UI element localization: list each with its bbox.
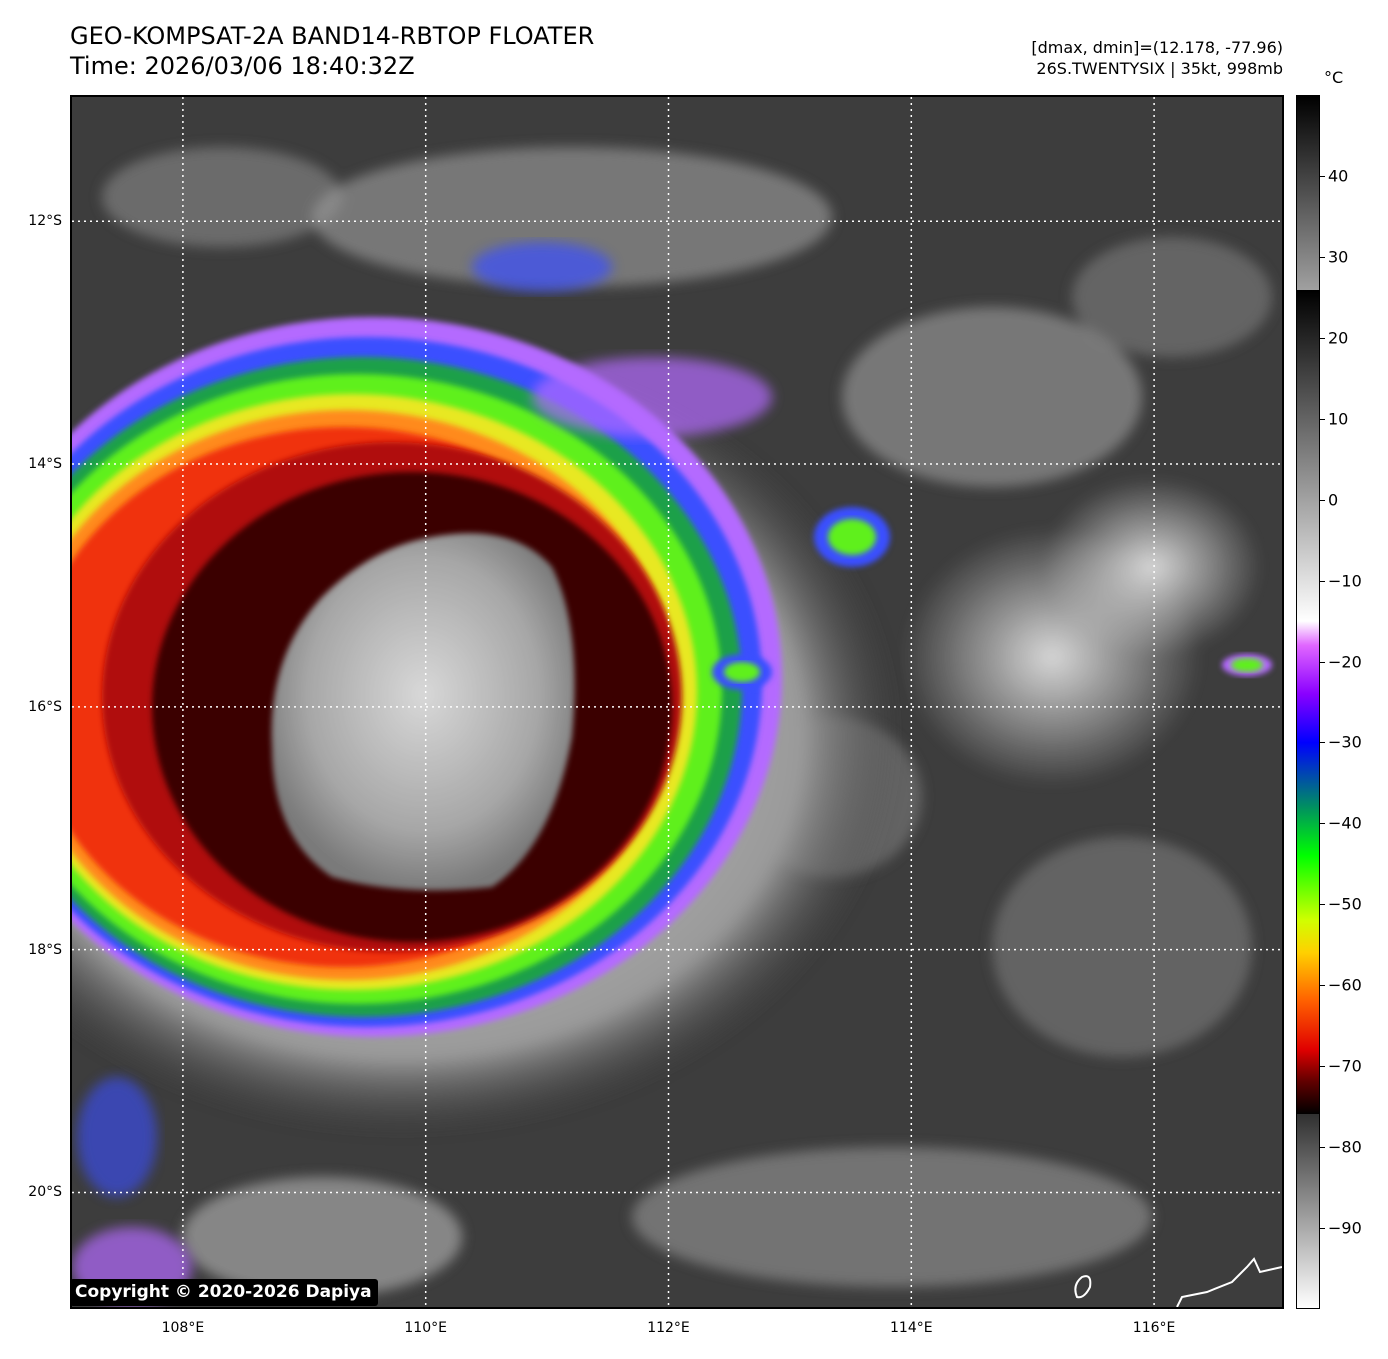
lon-label: 116°E (1132, 1320, 1176, 1336)
colorbar-tick (1320, 823, 1325, 825)
colorbar-tick-label: −90 (1328, 1218, 1362, 1238)
colorbar-unit: °C (1324, 68, 1344, 87)
colorbar-tick-label: −40 (1328, 813, 1362, 833)
lon-label: 112°E (647, 1320, 690, 1336)
colorbar-tick-label: −60 (1328, 975, 1362, 995)
colorbar-tick (1320, 661, 1325, 663)
satellite-map (70, 95, 1284, 1309)
colorbar-tick-label: 10 (1328, 409, 1349, 429)
colorbar-tick (1320, 580, 1325, 582)
colorbar-tick (1320, 985, 1325, 987)
chart-time: Time: 2026/03/06 18:40:32Z (70, 52, 415, 80)
colorbar-tick-label: −50 (1328, 894, 1362, 914)
colorbar-tick-label: −10 (1328, 571, 1362, 591)
colorbar-tick-label: 30 (1328, 247, 1349, 267)
colorbar-tick-label: 0 (1328, 490, 1339, 510)
lon-label: 114°E (890, 1320, 933, 1336)
colorbar-tick (1320, 256, 1325, 258)
lon-label: 110°E (404, 1320, 447, 1336)
colorbar-tick (1320, 418, 1325, 420)
storm-info: 26S.TWENTYSIX | 35kt, 998mb (1036, 59, 1283, 78)
colorbar-tick-label: −80 (1328, 1137, 1362, 1157)
colorbar-tick (1320, 904, 1325, 906)
convective-cells (72, 242, 1272, 1307)
colorbar-tick-label: −70 (1328, 1056, 1362, 1076)
chart-title: GEO-KOMPSAT-2A BAND14-RBTOP FLOATER (70, 22, 595, 50)
coastline (1176, 1257, 1282, 1307)
colorbar-tick (1320, 1066, 1325, 1068)
lat-label: 14°S (28, 456, 62, 473)
lat-label: 16°S (28, 698, 62, 715)
colorbar-tick-label: −20 (1328, 652, 1362, 672)
lat-label: 18°S (28, 941, 62, 958)
island-coastline (1074, 1275, 1092, 1299)
colorbar (1296, 95, 1320, 1309)
colorbar-tick (1320, 1147, 1325, 1149)
colorbar-tick (1320, 1228, 1325, 1230)
satellite-imagery (72, 97, 1282, 1307)
colorbar-tick-label: −30 (1328, 732, 1362, 752)
colorbar-tick-label: 40 (1328, 166, 1349, 186)
gridlines (72, 97, 1282, 1307)
data-range: [dmax, dmin]=(12.178, -77.96) (1031, 38, 1283, 57)
colorbar-tick-label: 20 (1328, 328, 1349, 348)
lat-label: 20°S (28, 1184, 62, 1201)
colorbar-tick (1320, 175, 1325, 177)
copyright-badge: Copyright © 2020-2026 Dapiya (70, 1279, 378, 1306)
lat-label: 12°S (28, 213, 62, 230)
colorbar-tick (1320, 499, 1325, 501)
colorbar-tick (1320, 742, 1325, 744)
storm-core (271, 533, 575, 891)
colorbar-tick (1320, 337, 1325, 339)
lon-label: 108°E (161, 1320, 205, 1336)
